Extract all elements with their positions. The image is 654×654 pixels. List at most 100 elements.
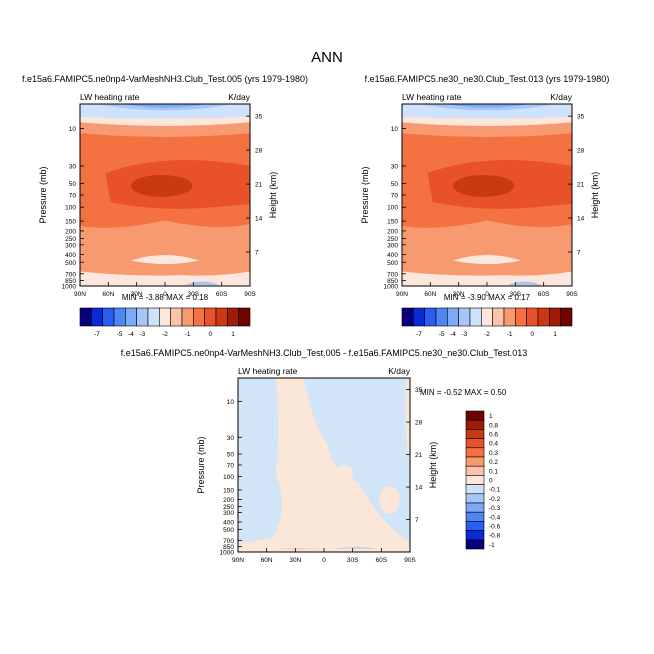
colorbar-label: -0.8 xyxy=(489,533,501,540)
y-tick-label: 10 xyxy=(69,126,77,133)
contour-band xyxy=(272,548,324,550)
colorbar-cell xyxy=(181,307,194,327)
colorbar-label: -2 xyxy=(484,331,490,338)
contour-band xyxy=(336,465,354,483)
x-tick-label: 30N xyxy=(289,557,301,564)
y-tick-label: 700 xyxy=(223,538,234,545)
y-tick-label: 150 xyxy=(65,219,76,226)
y-tick-label: 400 xyxy=(223,520,234,527)
colorbar-cell xyxy=(465,484,485,495)
colorbar-cell xyxy=(465,475,485,485)
colorbar-cell xyxy=(215,307,228,327)
colorbar-cell xyxy=(136,307,149,327)
y-tick-label: 100 xyxy=(223,474,234,481)
y-tick-label: 100 xyxy=(65,205,76,212)
x-tick-label: 0 xyxy=(322,557,326,564)
x-tick-label: 60N xyxy=(424,291,436,298)
colorbar-cell xyxy=(465,438,485,449)
x-tick-label: 30S xyxy=(188,291,200,298)
contour-band xyxy=(453,174,515,197)
contour-band xyxy=(185,281,220,286)
contour-field xyxy=(238,378,410,552)
colorbar-cell xyxy=(465,456,485,467)
colorbar-cell xyxy=(465,521,485,531)
colorbar-cell xyxy=(465,465,485,476)
y-tick-label: 300 xyxy=(65,242,76,249)
x-tick-label: 90S xyxy=(244,291,256,298)
x-tick-label: 60S xyxy=(216,291,228,298)
y-tick-label: 1000 xyxy=(220,550,235,557)
colorbar-cell xyxy=(481,307,493,327)
colorbar-label: 1 xyxy=(489,413,493,420)
variable-label: LW heating rate xyxy=(402,92,462,102)
colorbar-cell xyxy=(515,307,527,327)
contour-band xyxy=(238,378,282,544)
contour-band xyxy=(80,116,250,126)
colorbar-cell xyxy=(469,307,482,327)
y-tick-label: 30 xyxy=(69,164,77,171)
panel-title: f.e15a6.FAMIPC5.ne0np4-VarMeshNH3.Club_T… xyxy=(121,348,528,358)
y-right-tick-label: 35 xyxy=(415,387,423,394)
y-right-tick-label: 14 xyxy=(415,485,423,492)
colorbar-cell xyxy=(170,307,183,327)
colorbar-right: -7 -5 -4 -3 -2 -1 0 1 xyxy=(401,307,573,338)
colorbar-cell xyxy=(458,307,471,327)
y-right-axis-label: Height (km) xyxy=(428,442,438,489)
y-tick-label: 50 xyxy=(227,451,235,458)
y-tick-label: 850 xyxy=(387,278,398,285)
y-right-tick-label: 14 xyxy=(577,216,585,223)
y-tick-label: 500 xyxy=(387,260,398,267)
colorbar-cell xyxy=(113,307,126,327)
colorbar-cell xyxy=(401,307,414,327)
y-right-tick-label: 28 xyxy=(577,148,585,155)
panel-title: f.e15a6.FAMIPC5.ne0np4-VarMeshNH3.Club_T… xyxy=(22,74,308,84)
colorbar-cell xyxy=(193,307,205,327)
colorbar-cell xyxy=(465,410,485,421)
y-tick-label: 300 xyxy=(387,242,398,249)
panel-stats: MIN = -3.90 MAX = 0.17 xyxy=(444,293,531,302)
colorbar-label: 0.4 xyxy=(489,441,498,448)
colorbar-cell xyxy=(492,307,505,327)
colorbar-cell xyxy=(79,307,92,327)
colorbar-cell xyxy=(424,307,437,327)
x-tick-label: 30S xyxy=(510,291,522,298)
y-right-tick-label: 21 xyxy=(415,452,423,459)
y-tick-label: 700 xyxy=(65,271,76,278)
colorbar-cell xyxy=(465,530,485,541)
colorbar-cell xyxy=(413,307,425,327)
contour-band xyxy=(332,547,380,549)
y-tick-label: 250 xyxy=(387,236,398,243)
colorbar-cell xyxy=(503,307,516,327)
colorbar-label: -5 xyxy=(117,331,123,338)
y-right-tick-label: 7 xyxy=(415,517,419,524)
y-axis-label: Pressure (mb) xyxy=(196,436,206,493)
variable-label: LW heating rate xyxy=(238,366,298,376)
contour-band xyxy=(507,281,542,286)
colorbar-cell xyxy=(465,447,485,458)
panel-title: f.e15a6.FAMIPC5.ne30_ne30.Club_Test.013 … xyxy=(365,74,610,84)
y-tick-label: 200 xyxy=(223,497,234,504)
colorbar-label: -0.1 xyxy=(489,487,501,494)
colorbar-label: -0.4 xyxy=(489,514,501,521)
y-tick-label: 500 xyxy=(223,527,234,534)
contour-band xyxy=(402,116,572,126)
y-tick-label: 150 xyxy=(223,487,234,494)
colorbar-label: -1 xyxy=(507,331,513,338)
figure-title: ANN xyxy=(311,49,343,66)
x-tick-label: 90S xyxy=(404,557,416,564)
colorbar-label: -7 xyxy=(94,331,100,338)
colorbar-difference: 1 0.8 0.6 0.4 0.3 0.2 0.1 0 -0.1 -0.2 -0.3 -0.4 -0.6… xyxy=(465,410,501,550)
colorbar-label: -3 xyxy=(139,331,145,338)
colorbar-label: 0 xyxy=(531,331,535,338)
colorbar-label: 0.8 xyxy=(489,422,498,429)
x-tick-label: 60S xyxy=(538,291,550,298)
x-tick-label: 60N xyxy=(261,557,273,564)
contour-band xyxy=(402,122,572,137)
y-tick-label: 500 xyxy=(65,260,76,267)
y-tick-label: 300 xyxy=(223,510,234,517)
contour-band xyxy=(131,255,199,265)
y-right-tick-label: 7 xyxy=(255,250,259,257)
x-tick-label: 90N xyxy=(232,557,244,564)
y-tick-label: 30 xyxy=(391,164,399,171)
